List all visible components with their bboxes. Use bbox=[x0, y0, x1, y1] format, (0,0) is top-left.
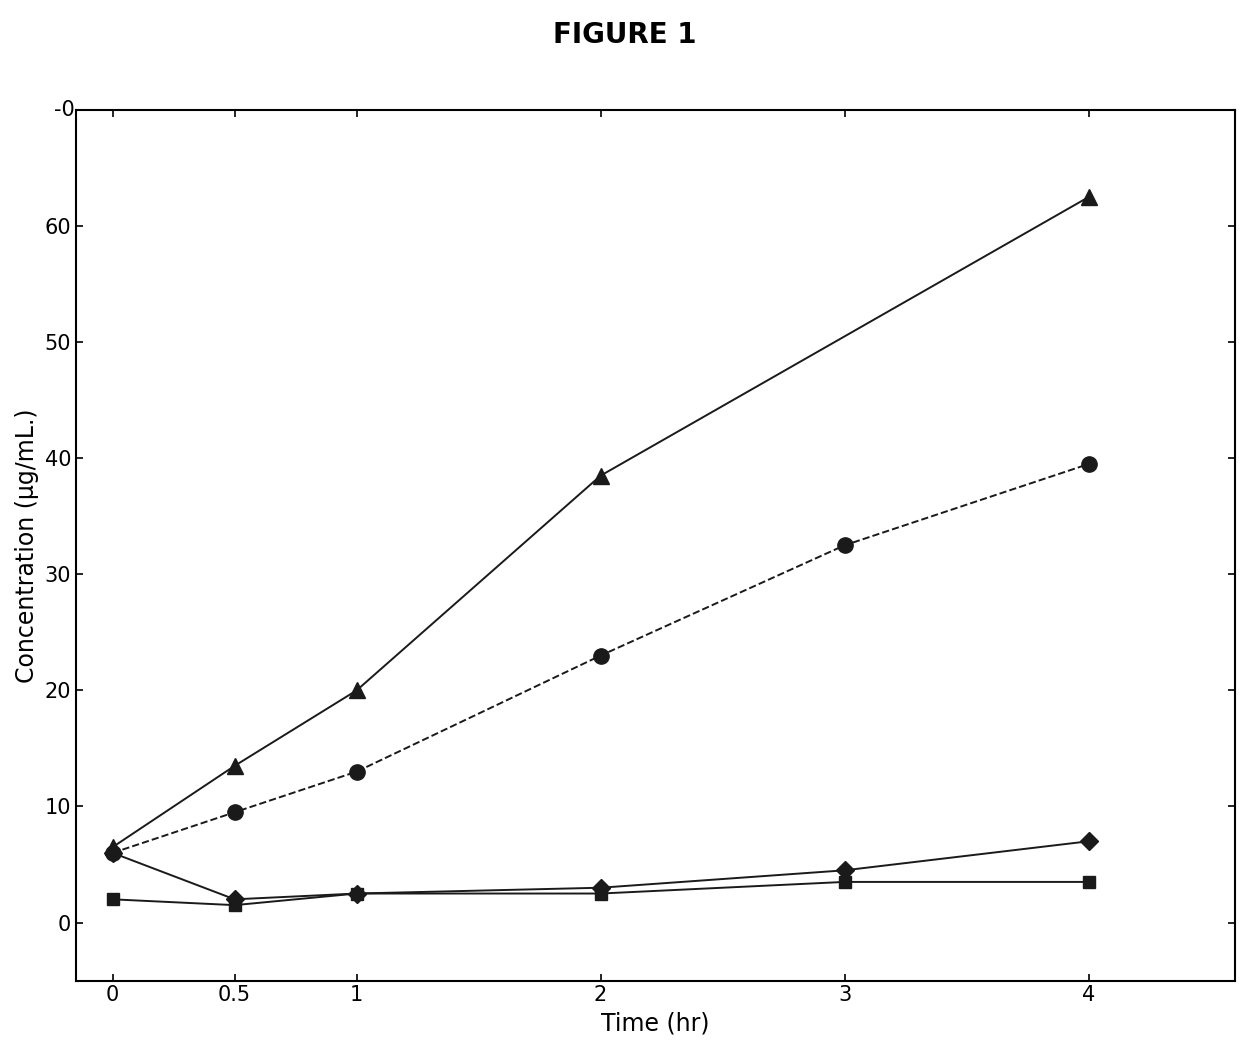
Y-axis label: Concentration (μg/mL.): Concentration (μg/mL.) bbox=[15, 408, 39, 682]
Text: -0: -0 bbox=[54, 100, 75, 120]
Text: FIGURE 1: FIGURE 1 bbox=[554, 21, 696, 49]
X-axis label: Time (hr): Time (hr) bbox=[601, 1011, 710, 1035]
